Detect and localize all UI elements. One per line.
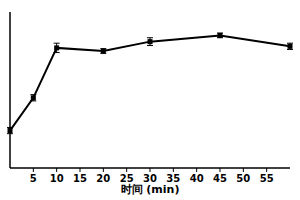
x-tick <box>243 168 244 172</box>
x-tick-label: 20 <box>96 173 110 184</box>
chart-container: 510152025303540455055时间 (min) <box>0 0 300 200</box>
x-tick <box>220 168 221 172</box>
data-point <box>288 44 293 49</box>
x-tick <box>196 168 197 172</box>
data-line <box>10 35 290 130</box>
data-point <box>148 39 153 44</box>
x-tick-label: 55 <box>260 173 274 184</box>
error-bar <box>147 38 153 46</box>
x-tick-label: 10 <box>50 173 64 184</box>
error-cap <box>287 43 293 44</box>
error-bar <box>217 33 223 38</box>
error-cap <box>287 49 293 50</box>
error-bar <box>30 95 36 101</box>
data-point <box>8 128 13 133</box>
error-cap <box>147 45 153 46</box>
error-cap <box>30 94 36 95</box>
error-bar <box>287 43 293 49</box>
x-tick <box>266 168 267 172</box>
x-tick <box>103 168 104 172</box>
x-tick <box>56 168 57 172</box>
x-tick <box>150 168 151 172</box>
chart-svg: 510152025303540455055时间 (min) <box>0 0 300 200</box>
error-cap <box>7 127 13 128</box>
error-cap <box>54 52 60 53</box>
data-point <box>218 33 223 38</box>
error-cap <box>7 133 13 134</box>
error-cap <box>54 43 60 44</box>
error-cap <box>30 100 36 101</box>
x-tick-label: 45 <box>213 173 227 184</box>
plot-area <box>7 33 293 134</box>
x-tick <box>173 168 174 172</box>
x-tick-label: 40 <box>190 173 204 184</box>
x-axis-label: 时间 (min) <box>121 183 180 196</box>
x-tick-label: 5 <box>30 173 37 184</box>
x-tick-label: 15 <box>73 173 87 184</box>
x-tick-label: 50 <box>236 173 250 184</box>
error-bar <box>100 49 106 54</box>
error-bar <box>54 43 60 52</box>
error-bar <box>7 127 13 133</box>
data-point <box>31 95 36 100</box>
x-tick <box>80 168 81 172</box>
data-point <box>54 45 59 50</box>
y-axis <box>9 12 11 168</box>
x-tick <box>126 168 127 172</box>
data-point <box>101 49 106 54</box>
x-tick <box>33 168 34 172</box>
error-cap <box>147 37 153 38</box>
